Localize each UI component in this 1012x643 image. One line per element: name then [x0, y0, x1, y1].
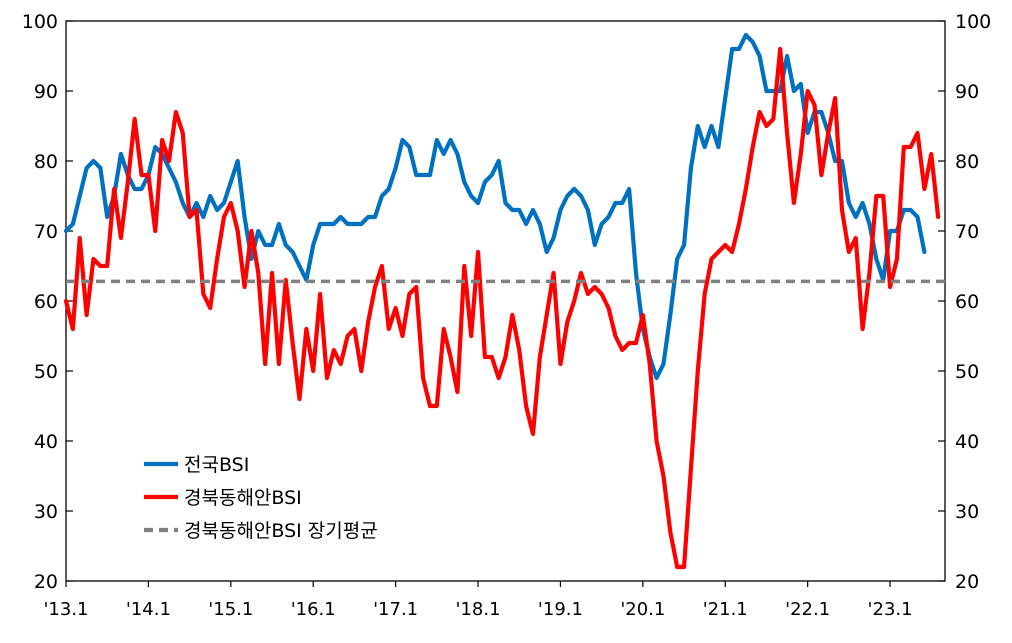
x-tick-label: '22.1: [785, 599, 830, 620]
y-tick-label-right: 100: [955, 11, 991, 33]
y-tick-label-left: 60: [34, 291, 58, 313]
x-tick-label: '16.1: [291, 599, 336, 620]
x-tick-label: '21.1: [703, 599, 748, 620]
y-tick-label-right: 20: [955, 571, 979, 593]
series-line-national: [63, 32, 927, 381]
y-tick-label-left: 90: [34, 81, 58, 103]
y-tick-label-left: 40: [34, 431, 58, 453]
y-tick-label-right: 30: [955, 501, 979, 523]
x-tick-label: '20.1: [620, 599, 665, 620]
y-tick-label-left: 50: [34, 361, 58, 383]
y-tick-label-left: 20: [34, 571, 58, 593]
legend-label: 경북동해안BSI 장기평균: [184, 520, 378, 542]
series-line-gyeongbuk: [63, 46, 941, 570]
x-tick-label: '23.1: [868, 599, 913, 620]
y-tick-label-left: 30: [34, 501, 58, 523]
y-tick-label-right: 50: [955, 361, 979, 383]
y-tick-label-right: 90: [955, 81, 979, 103]
x-tick-label: '18.1: [456, 599, 501, 620]
y-tick-label-right: 60: [955, 291, 979, 313]
x-tick-label: '19.1: [538, 599, 583, 620]
y-tick-label-left: 70: [34, 221, 58, 243]
x-tick-label: '13.1: [43, 599, 88, 620]
x-tick-label: '14.1: [126, 599, 171, 620]
x-tick-label: '15.1: [208, 599, 253, 620]
y-tick-label-right: 80: [955, 151, 979, 173]
y-tick-label-left: 80: [34, 151, 58, 173]
y-tick-label-right: 40: [955, 431, 979, 453]
y-tick-label-left: 100: [22, 11, 58, 33]
y-tick-label-right: 70: [955, 221, 979, 243]
legend-label: 경북동해안BSI: [184, 487, 302, 509]
x-tick-label: '17.1: [373, 599, 418, 620]
legend-label: 전국BSI: [184, 454, 249, 476]
